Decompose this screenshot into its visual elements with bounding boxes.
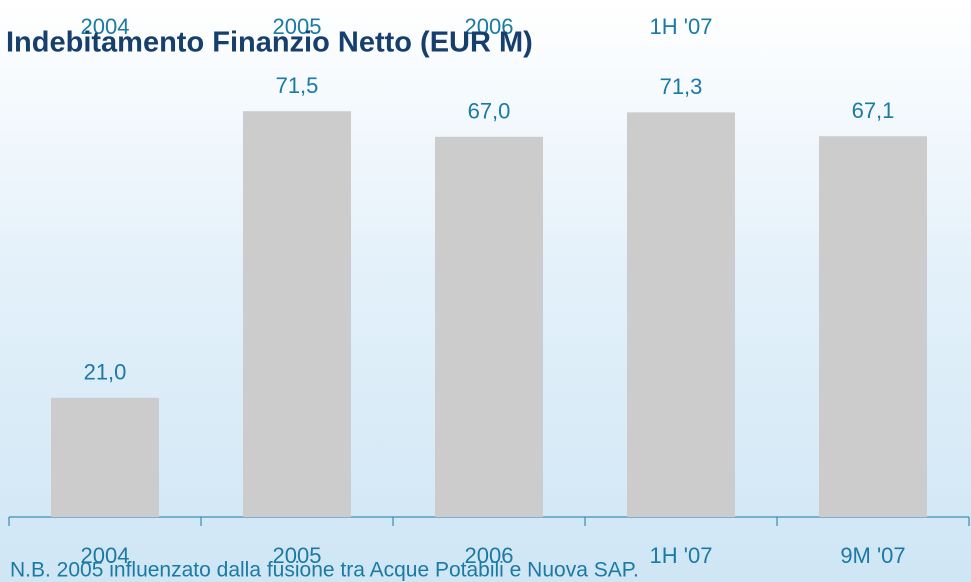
x-tick-label: 1H '07: [650, 543, 713, 568]
ghost-category-label: 2005: [273, 14, 322, 39]
x-tick-label: 2004: [81, 543, 130, 568]
ghost-category-label: 2006: [465, 14, 514, 39]
bar: [243, 111, 351, 518]
annotation: N.B. 2005 influenzato dalla fusione tra …: [10, 559, 639, 582]
ghost-category-label: 1H '07: [650, 14, 713, 39]
value-label: 71,5: [276, 73, 319, 98]
x-tick-label: 9M '07: [840, 543, 905, 568]
value-label: 67,0: [468, 99, 511, 124]
value-label: 71,3: [660, 74, 703, 99]
bar: [435, 136, 543, 517]
x-tick-label: 2005: [273, 543, 322, 568]
value-label: 21,0: [84, 360, 127, 385]
bar: [51, 397, 159, 517]
bar: [627, 112, 735, 517]
bar: [819, 136, 927, 517]
chart-title: Indebitamento Finanzio Netto (EUR M): [6, 27, 533, 59]
ghost-category-label: 2004: [81, 14, 130, 39]
x-tick-label: 2006: [465, 543, 514, 568]
value-label: 67,1: [852, 98, 895, 123]
